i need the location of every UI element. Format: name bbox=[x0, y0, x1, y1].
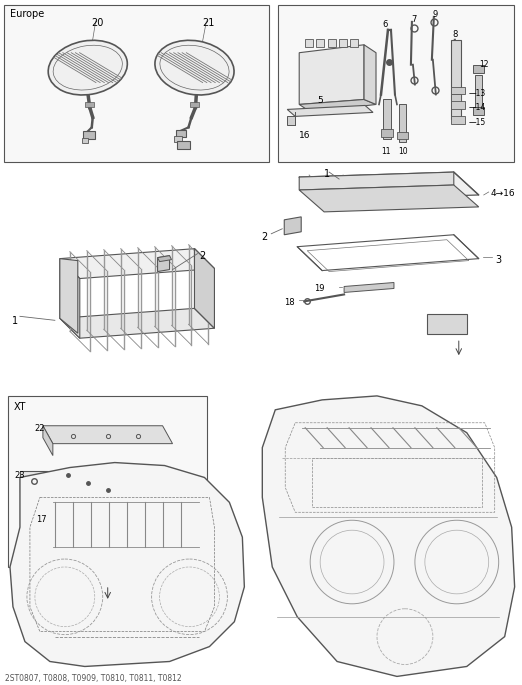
Polygon shape bbox=[305, 39, 313, 47]
Text: 2ST0807, T0808, T0909, T0810, T0811, T0812: 2ST0807, T0808, T0909, T0810, T0811, T08… bbox=[5, 675, 182, 684]
Text: 2: 2 bbox=[262, 232, 268, 242]
Polygon shape bbox=[60, 259, 80, 338]
Polygon shape bbox=[158, 256, 172, 262]
Bar bbox=[427, 314, 467, 334]
Polygon shape bbox=[299, 172, 479, 200]
Bar bbox=[20, 471, 48, 493]
Polygon shape bbox=[103, 513, 108, 533]
Bar bbox=[451, 101, 465, 110]
Polygon shape bbox=[53, 513, 108, 523]
Polygon shape bbox=[284, 217, 301, 235]
Text: 7: 7 bbox=[411, 15, 416, 24]
Polygon shape bbox=[287, 105, 373, 116]
Bar bbox=[451, 86, 465, 95]
Text: 20: 20 bbox=[91, 18, 103, 28]
Polygon shape bbox=[339, 39, 347, 47]
Text: 23: 23 bbox=[14, 471, 25, 479]
Bar bbox=[473, 108, 484, 115]
Bar bbox=[191, 103, 199, 108]
Polygon shape bbox=[60, 308, 215, 338]
Polygon shape bbox=[60, 259, 78, 333]
Bar bbox=[82, 138, 88, 143]
Bar bbox=[451, 116, 465, 125]
Bar bbox=[399, 104, 406, 142]
Polygon shape bbox=[350, 39, 358, 47]
Bar bbox=[4, 5, 269, 162]
Bar bbox=[312, 458, 482, 508]
Polygon shape bbox=[10, 462, 244, 667]
Text: 1: 1 bbox=[324, 169, 330, 179]
Bar bbox=[83, 132, 95, 139]
Text: —15: —15 bbox=[469, 119, 486, 127]
Text: 21: 21 bbox=[203, 18, 215, 28]
Text: 18: 18 bbox=[284, 299, 295, 308]
Bar bbox=[175, 130, 185, 137]
Polygon shape bbox=[53, 513, 58, 533]
Polygon shape bbox=[299, 99, 376, 112]
Polygon shape bbox=[364, 45, 376, 104]
Text: 11: 11 bbox=[381, 147, 390, 156]
Text: 4→16: 4→16 bbox=[491, 189, 515, 198]
Polygon shape bbox=[344, 282, 394, 292]
Polygon shape bbox=[43, 426, 173, 444]
Text: 22: 22 bbox=[34, 424, 44, 433]
Bar bbox=[451, 40, 461, 119]
Polygon shape bbox=[43, 426, 53, 456]
Polygon shape bbox=[316, 39, 324, 47]
Polygon shape bbox=[263, 396, 515, 676]
Text: 2: 2 bbox=[199, 251, 206, 261]
Text: 16: 16 bbox=[299, 132, 311, 140]
Text: 5: 5 bbox=[317, 97, 323, 105]
Text: —13: —13 bbox=[469, 88, 486, 97]
Bar bbox=[474, 75, 482, 110]
Polygon shape bbox=[195, 249, 215, 328]
Bar bbox=[381, 129, 393, 137]
Polygon shape bbox=[158, 256, 170, 271]
Polygon shape bbox=[60, 249, 215, 279]
Text: 6: 6 bbox=[382, 20, 387, 29]
Polygon shape bbox=[328, 39, 336, 47]
Text: 10: 10 bbox=[398, 147, 408, 156]
Ellipse shape bbox=[48, 40, 127, 95]
Bar bbox=[278, 5, 514, 162]
Text: 9: 9 bbox=[433, 10, 438, 19]
Text: 1: 1 bbox=[12, 316, 18, 326]
Ellipse shape bbox=[155, 40, 234, 95]
Text: 12: 12 bbox=[479, 60, 488, 68]
Text: 17: 17 bbox=[36, 515, 46, 524]
Text: Europe: Europe bbox=[10, 9, 44, 19]
Polygon shape bbox=[299, 172, 454, 190]
Text: XT: XT bbox=[14, 402, 26, 412]
Bar bbox=[473, 64, 484, 73]
Bar bbox=[383, 99, 391, 139]
Bar bbox=[176, 141, 191, 149]
Text: 3: 3 bbox=[496, 255, 502, 264]
Bar bbox=[451, 95, 461, 104]
Polygon shape bbox=[195, 249, 215, 328]
Text: 8: 8 bbox=[453, 30, 458, 39]
Bar bbox=[85, 103, 94, 108]
Polygon shape bbox=[299, 45, 364, 104]
Text: —14: —14 bbox=[469, 103, 486, 112]
Bar bbox=[173, 136, 182, 142]
Bar bbox=[8, 396, 207, 567]
Bar bbox=[397, 132, 408, 139]
Polygon shape bbox=[287, 116, 295, 125]
Polygon shape bbox=[299, 185, 479, 212]
Text: 19: 19 bbox=[314, 284, 325, 293]
